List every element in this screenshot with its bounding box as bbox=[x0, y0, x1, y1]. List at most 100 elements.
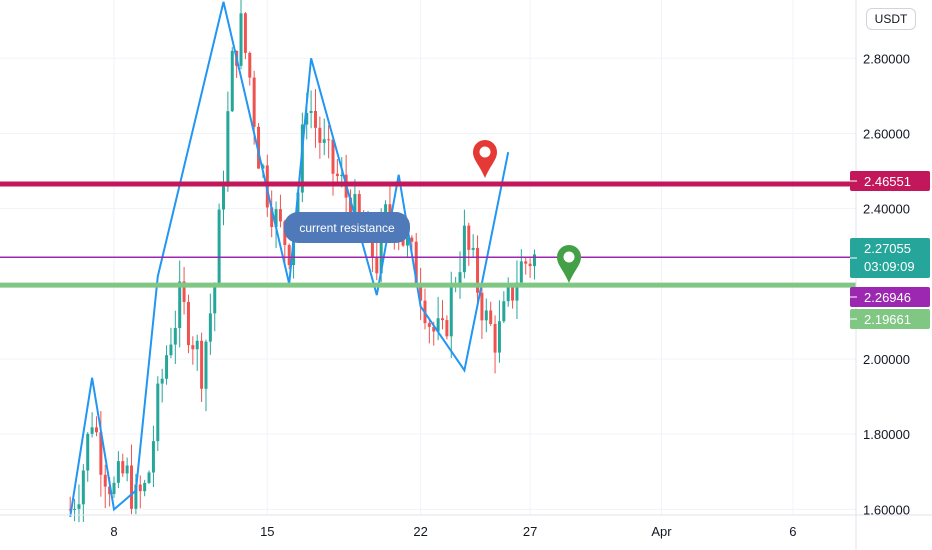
candle-body bbox=[357, 194, 361, 218]
current-price-tag-label: 2.27055 bbox=[864, 241, 911, 256]
candle-body bbox=[340, 174, 344, 177]
price-tags: 2.46551 2.27055 03:09:09 2.26946 2.19661 bbox=[850, 171, 930, 329]
candle-body bbox=[480, 292, 484, 321]
candle-body bbox=[151, 441, 155, 473]
candle-body bbox=[405, 237, 409, 246]
x-tick-label: 6 bbox=[789, 524, 796, 539]
candle-body bbox=[528, 263, 532, 267]
support-tag-label: 2.19661 bbox=[864, 312, 911, 327]
candle-body bbox=[226, 111, 230, 187]
y-tick-label: 2.80000 bbox=[863, 51, 910, 66]
y-tick-labels: 2.80000 2.60000 2.40000 2.00000 1.80000 1.600… bbox=[863, 51, 910, 517]
candle-body bbox=[270, 207, 274, 228]
candle-body bbox=[449, 284, 453, 337]
candle-body bbox=[401, 238, 405, 246]
candle-body bbox=[178, 281, 182, 329]
currency-button[interactable]: USDT bbox=[866, 8, 916, 30]
purple-marker-tag: 2.26946 bbox=[850, 287, 930, 307]
candle-body bbox=[445, 320, 449, 337]
candle-body bbox=[108, 486, 112, 495]
price-pins bbox=[473, 140, 581, 283]
candle-body bbox=[86, 433, 90, 471]
candle-body bbox=[388, 204, 392, 217]
candle-body bbox=[506, 285, 510, 302]
y-tick-label: 1.60000 bbox=[863, 502, 910, 517]
candle-body bbox=[313, 110, 317, 128]
candle-body bbox=[327, 139, 331, 141]
candle-body bbox=[278, 209, 282, 222]
candle-body bbox=[99, 432, 103, 475]
y-tick-label: 2.60000 bbox=[863, 126, 910, 141]
sell-pin bbox=[473, 140, 497, 178]
candle-body bbox=[410, 237, 414, 242]
buy-pin-hole bbox=[563, 251, 575, 263]
candle-body bbox=[471, 247, 475, 250]
candle-body bbox=[103, 474, 107, 487]
candle-body bbox=[274, 209, 278, 228]
candle-body bbox=[441, 318, 444, 321]
candle-body bbox=[68, 509, 72, 511]
candle-body bbox=[213, 285, 217, 314]
candle-body bbox=[532, 254, 536, 267]
candle-body bbox=[462, 225, 466, 273]
candle-body bbox=[156, 383, 160, 442]
candle-body bbox=[239, 13, 243, 66]
candle-body bbox=[511, 285, 515, 301]
resistance-tag-bg bbox=[850, 171, 930, 191]
candle-body bbox=[414, 241, 418, 285]
chart-grid bbox=[0, 0, 856, 515]
candle-body bbox=[222, 186, 225, 210]
candle-body bbox=[497, 321, 501, 353]
candle-body bbox=[200, 340, 204, 389]
candle-body bbox=[173, 328, 177, 345]
candle-body bbox=[165, 355, 169, 379]
candle-body bbox=[121, 461, 125, 474]
candle-body bbox=[73, 508, 77, 510]
horizontal-levels bbox=[0, 181, 856, 288]
candle-body bbox=[248, 52, 252, 78]
candle-body bbox=[335, 173, 339, 177]
candle-body bbox=[484, 310, 488, 321]
candle-body bbox=[130, 465, 134, 509]
resistance-tag-label: 2.46551 bbox=[864, 174, 911, 189]
candle-body bbox=[112, 482, 116, 495]
candle-body bbox=[467, 225, 471, 250]
resistance-tag: 2.46551 bbox=[850, 171, 930, 191]
candle-body bbox=[287, 245, 291, 266]
candle-body bbox=[191, 345, 195, 350]
candle-body bbox=[147, 472, 151, 483]
candle-body bbox=[134, 484, 138, 509]
candle-body bbox=[331, 139, 335, 174]
candle-body bbox=[143, 482, 147, 492]
candle-body bbox=[94, 427, 98, 433]
support-tag: 2.19661 bbox=[850, 309, 930, 329]
candle-body bbox=[169, 344, 173, 356]
candle-body bbox=[515, 282, 519, 301]
candle-body bbox=[138, 484, 142, 492]
candle-body bbox=[419, 284, 423, 301]
candle-body bbox=[379, 221, 383, 274]
purple-marker-tag-label: 2.26946 bbox=[864, 290, 911, 305]
candle-body bbox=[208, 313, 212, 342]
current-price-tag: 2.27055 03:09:09 bbox=[850, 238, 930, 278]
candle-body bbox=[353, 194, 357, 226]
candle-body bbox=[349, 197, 353, 226]
candle-body bbox=[204, 341, 208, 389]
x-tick-label: Apr bbox=[651, 524, 672, 539]
candle-body bbox=[524, 261, 528, 264]
current-price-tag-bg bbox=[850, 238, 930, 278]
y-tick-label: 2.40000 bbox=[863, 202, 910, 217]
candle-body bbox=[230, 50, 234, 112]
candle-body bbox=[182, 281, 186, 302]
candle-body bbox=[186, 301, 190, 346]
annotation-callout: current resistance bbox=[284, 212, 410, 243]
sell-pin-hole bbox=[479, 146, 491, 158]
x-tick-labels: 8 15 22 27 Apr 6 bbox=[110, 524, 796, 539]
candle-body bbox=[476, 247, 480, 293]
sell-pin-shape bbox=[473, 140, 497, 178]
candle-body bbox=[195, 340, 199, 350]
candle-body bbox=[305, 112, 309, 125]
candlestick-series bbox=[68, 0, 536, 523]
current-price-tag-countdown: 03:09:09 bbox=[864, 259, 915, 274]
